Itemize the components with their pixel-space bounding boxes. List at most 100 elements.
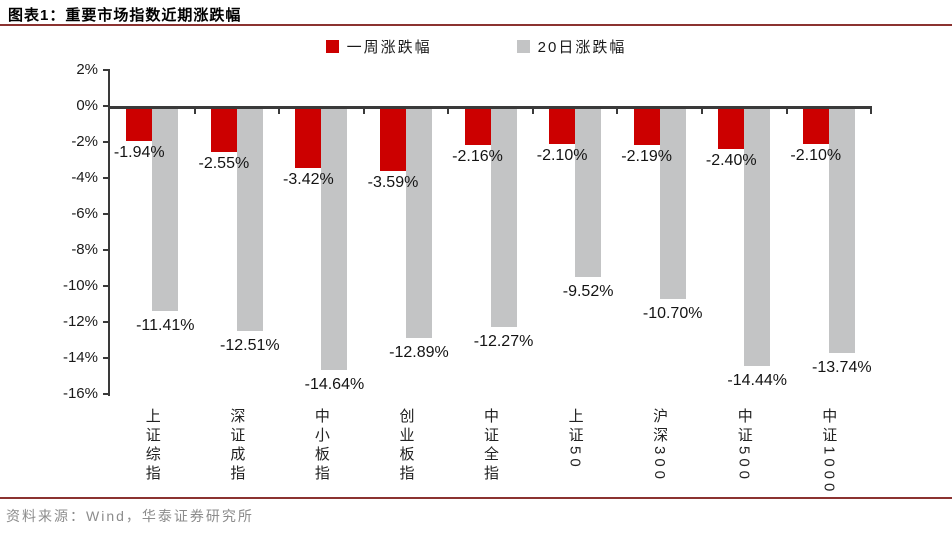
- x-axis-tick: [870, 106, 873, 114]
- category-group: -2.40% -14.44% 中证500: [702, 70, 788, 483]
- value-label-week: -2.19%: [621, 148, 673, 166]
- value-label-20day: -10.70%: [642, 304, 703, 322]
- category-label: 上证综指: [143, 408, 161, 484]
- bar-pair: [718, 106, 771, 366]
- bar-20day: [152, 106, 179, 312]
- y-tick-label: -6%: [71, 205, 98, 222]
- value-label-20day: -11.41%: [136, 317, 195, 335]
- source-note: 资料来源：Wind，华泰证券研究所: [6, 508, 254, 524]
- category-label: 中证全指: [482, 408, 500, 484]
- bar-pair: [210, 106, 263, 332]
- bar-20day: [321, 106, 348, 370]
- y-tick-label: -16%: [62, 385, 98, 402]
- category-group: -3.59% -12.89% 创业板指: [364, 70, 450, 484]
- bar-20day: [575, 106, 602, 278]
- category-group: -2.55% -12.51% 深证成指: [195, 70, 281, 484]
- y-axis-tick: [103, 321, 110, 323]
- value-label-week: -2.55%: [198, 154, 250, 172]
- bar-week: [802, 106, 829, 144]
- category-label: 中证1000: [820, 408, 838, 496]
- value-label-week: -2.16%: [452, 147, 503, 165]
- legend-label-20day: 20日涨跌幅: [537, 39, 627, 56]
- category-label: 深证成指: [228, 408, 246, 484]
- y-axis-tick: [103, 141, 110, 143]
- x-axis-tick: [700, 106, 703, 114]
- bar-pair: [549, 106, 602, 278]
- value-label-20day: -12.51%: [220, 337, 280, 355]
- y-axis-line: [108, 70, 110, 396]
- value-label-week: -2.10%: [536, 146, 588, 164]
- x-axis-tick: [193, 106, 196, 114]
- x-axis-tick: [278, 106, 281, 114]
- category-label: 上证50: [566, 408, 584, 471]
- y-tick-label: 2%: [76, 61, 98, 78]
- figure-title: 图表1：重要市场指数近期涨跌幅: [8, 7, 242, 24]
- bar-week: [633, 106, 660, 146]
- bar-pair: [295, 106, 348, 370]
- bar-20day: [490, 106, 517, 327]
- y-axis-tick: [103, 177, 110, 179]
- bar-20day: [659, 106, 686, 299]
- x-axis-tick: [447, 106, 450, 114]
- bar-20day: [236, 106, 263, 332]
- legend: 一周涨跌幅 20日涨跌幅: [0, 36, 952, 57]
- bar-pair: [802, 106, 855, 354]
- x-axis-tick: [616, 106, 619, 114]
- category-label: 中证500: [735, 408, 753, 484]
- bar-week: [126, 106, 153, 141]
- value-label-20day: -12.27%: [473, 332, 534, 350]
- value-label-20day: -13.74%: [811, 359, 872, 377]
- value-label-20day: -12.89%: [389, 344, 449, 362]
- legend-swatch-20day: [516, 40, 530, 53]
- category-group: -2.19% -10.70% 沪深300: [617, 70, 703, 483]
- value-label-week: -3.42%: [283, 170, 334, 188]
- bar-pair: [379, 106, 432, 339]
- x-axis-tick: [531, 106, 534, 114]
- y-tick-label: -8%: [71, 241, 98, 258]
- bar-20day: [828, 106, 855, 354]
- y-tick-label: 0%: [76, 97, 98, 114]
- y-axis-tick: [103, 213, 110, 215]
- legend-item-20day: 20日涨跌幅: [516, 36, 627, 57]
- category-group: -2.10% -9.52% 上证50: [533, 70, 619, 471]
- title-rule: [0, 24, 952, 26]
- y-axis-tick: [103, 357, 110, 359]
- category-group: -2.10% -13.74% 中证1000: [787, 70, 873, 495]
- bar-week: [295, 106, 322, 168]
- y-tick-label: -10%: [62, 277, 98, 294]
- category-group: -2.16% -12.27% 中证全指: [448, 70, 534, 484]
- bar-pair: [633, 106, 686, 299]
- y-tick-label: -2%: [71, 133, 98, 150]
- bar-pair: [464, 106, 517, 327]
- category-label: 创业板指: [397, 408, 415, 484]
- x-axis-tick: [362, 106, 365, 114]
- y-axis-tick: [103, 393, 110, 395]
- bar-pair: [126, 106, 179, 312]
- zero-axis-line: [108, 106, 871, 109]
- y-axis-tick: [103, 249, 110, 251]
- value-label-week: -1.94%: [113, 143, 165, 161]
- bar-week: [718, 106, 745, 150]
- bar-week: [379, 106, 406, 171]
- category-group: -3.42% -14.64% 中小板指: [279, 70, 365, 484]
- y-axis-tick: [103, 69, 110, 71]
- category-label: 中小板指: [312, 408, 330, 484]
- y-axis-tick: [103, 285, 110, 287]
- value-label-20day: -14.64%: [304, 375, 365, 393]
- value-label-week: -3.59%: [367, 173, 419, 191]
- legend-label-week: 一周涨跌幅: [346, 39, 432, 56]
- y-tick-label: -14%: [62, 349, 98, 366]
- bar-week: [549, 106, 576, 144]
- y-axis-tick: [103, 105, 110, 107]
- x-axis-tick: [785, 106, 788, 114]
- footer-rule: [0, 497, 952, 499]
- legend-item-week: 一周涨跌幅: [325, 36, 432, 57]
- value-label-week: -2.40%: [705, 152, 757, 170]
- legend-swatch-week: [325, 40, 339, 53]
- value-label-20day: -9.52%: [562, 283, 614, 301]
- bar-20day: [744, 106, 771, 366]
- y-tick-label: -4%: [71, 169, 98, 186]
- category-group: -1.94% -11.41% 上证综指: [110, 70, 196, 484]
- value-label-20day: -14.44%: [727, 371, 788, 389]
